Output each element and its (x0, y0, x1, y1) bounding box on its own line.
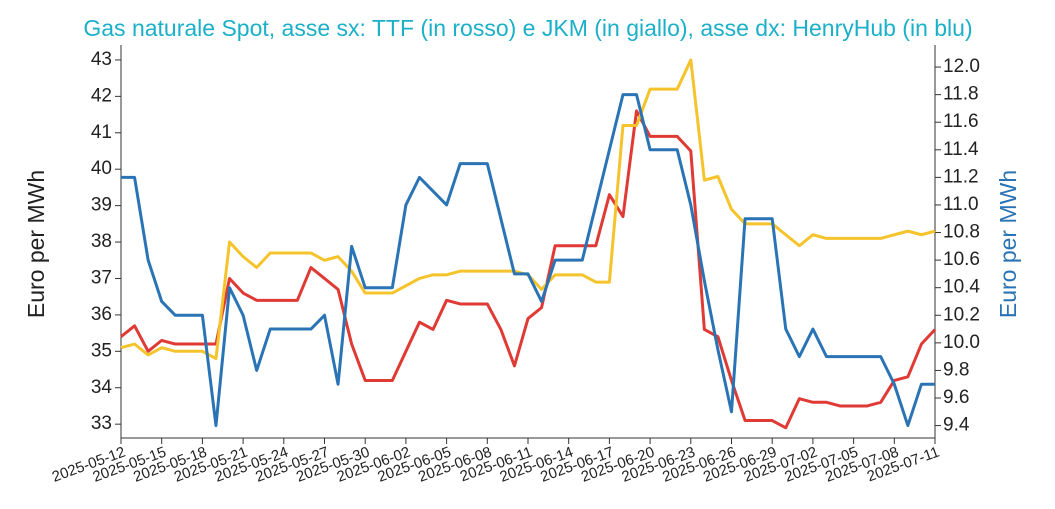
y2-tick-label: 11.4 (943, 139, 979, 160)
y-tick-label: 39 (91, 195, 112, 216)
y2-tick-label: 10.2 (943, 304, 980, 325)
y-tick-label: 40 (91, 158, 112, 179)
y2-tick-label: 9.4 (943, 415, 970, 436)
y-tick-label: 41 (91, 122, 112, 143)
y-tick-label: 43 (91, 49, 112, 70)
y2-tick-label: 10.4 (943, 277, 980, 298)
series-line (121, 93, 935, 428)
y2-tick-label: 10.8 (943, 222, 980, 243)
y2-tick-label: 9.8 (943, 359, 969, 380)
y-tick-label: 34 (91, 377, 113, 398)
y-tick-label: 42 (91, 85, 112, 106)
y-tick-label: 36 (91, 304, 112, 325)
y-tick-label: 37 (91, 267, 112, 288)
y-tick-label: 38 (91, 231, 112, 252)
y-axis-label: Euro per MWh (23, 170, 49, 318)
y-tick-label: 33 (91, 413, 112, 434)
y-tick-label: 35 (91, 340, 112, 361)
y2-tick-label: 11.8 (943, 84, 979, 105)
y2-tick-label: 10.0 (943, 332, 980, 353)
y2-tick-label: 12.0 (943, 56, 980, 77)
series-line (120, 109, 937, 430)
chart-title: Gas naturale Spot, asse sx: TTF (in ross… (83, 15, 972, 41)
y2-tick-label: 11.2 (943, 166, 979, 187)
y2-tick-label: 11.0 (943, 194, 979, 215)
y2-tick-label: 9.6 (943, 387, 969, 408)
y2-axis-label: Euro per MWh (995, 170, 1021, 318)
y2-tick-label: 10.6 (943, 249, 980, 270)
y2-tick-label: 11.6 (943, 111, 979, 132)
